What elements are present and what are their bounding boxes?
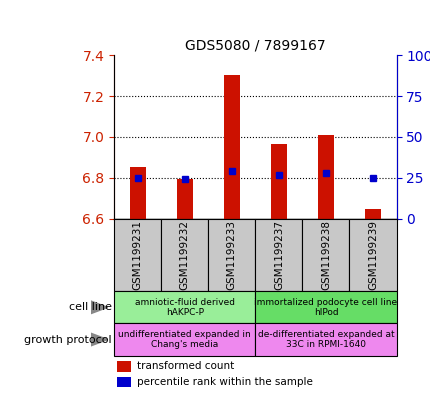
Polygon shape (90, 301, 108, 314)
Bar (117, 361, 131, 372)
Text: de-differentiated expanded at
33C in RPMI-1640: de-differentiated expanded at 33C in RPM… (257, 330, 393, 349)
Bar (114, 219, 161, 291)
Title: GDS5080 / 7899167: GDS5080 / 7899167 (184, 39, 325, 53)
Bar (176, 179, 193, 219)
Bar (349, 219, 396, 291)
Text: GSM1199239: GSM1199239 (367, 220, 377, 290)
Bar (208, 219, 255, 291)
Bar (302, 219, 349, 291)
Bar (161, 219, 208, 291)
Text: undifferentiated expanded in
Chang's media: undifferentiated expanded in Chang's med… (118, 330, 251, 349)
Text: percentile rank within the sample: percentile rank within the sample (136, 377, 312, 387)
Text: GSM1199233: GSM1199233 (226, 220, 237, 290)
Bar (364, 209, 381, 219)
Bar (255, 219, 302, 291)
Text: GSM1199231: GSM1199231 (132, 220, 142, 290)
Text: immortalized podocyte cell line
hIPod: immortalized podocyte cell line hIPod (254, 298, 396, 317)
Text: GSM1199237: GSM1199237 (273, 220, 283, 290)
Bar (255, 323, 396, 356)
Bar (317, 135, 333, 219)
Bar (117, 377, 131, 387)
Text: GSM1199238: GSM1199238 (320, 220, 330, 290)
Text: growth protocol: growth protocol (25, 334, 112, 345)
Polygon shape (90, 333, 108, 346)
Bar (270, 144, 286, 219)
Bar (223, 75, 240, 219)
Bar (129, 167, 146, 219)
Text: amniotic-fluid derived
hAKPC-P: amniotic-fluid derived hAKPC-P (135, 298, 234, 317)
Text: GSM1199232: GSM1199232 (179, 220, 189, 290)
Bar (114, 323, 255, 356)
Bar (114, 291, 255, 323)
Bar (255, 291, 396, 323)
Text: cell line: cell line (69, 302, 112, 312)
Text: transformed count: transformed count (136, 361, 233, 371)
